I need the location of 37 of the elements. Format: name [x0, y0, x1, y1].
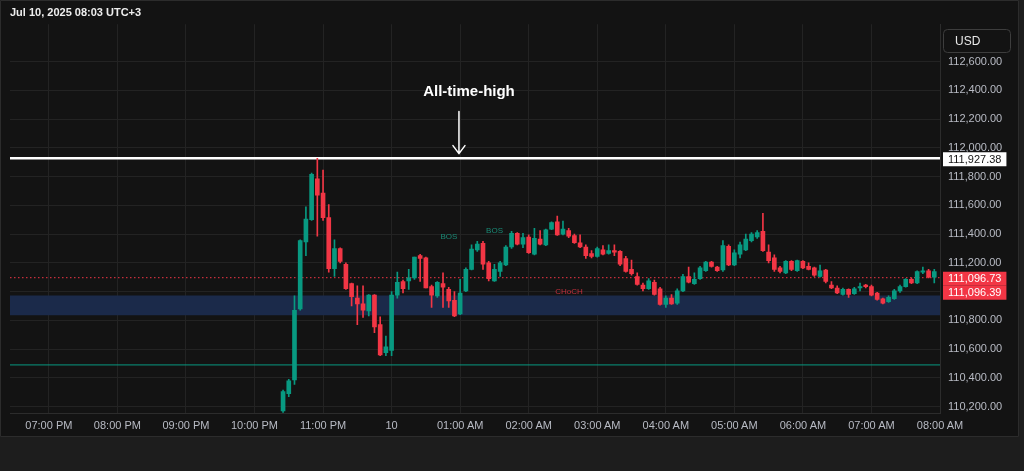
annotation: BOS: [440, 231, 458, 241]
x-tick-label: 08:00 PM: [93, 419, 141, 432]
annotation: CHoCH: [555, 286, 583, 296]
x-tick-label: 10: [385, 419, 398, 432]
annotation: All-time-high: [423, 81, 515, 99]
x-tick-label: 07:00 AM: [848, 419, 895, 432]
x-tick-label: 08:00 AM: [916, 419, 964, 432]
y-tick-label: 111,600.00: [948, 198, 1002, 211]
ref-line-label: 111,096.73: [948, 272, 1002, 285]
x-tick-label: 02:00 AM: [505, 419, 552, 432]
y-tick-label: 112,400.00: [948, 83, 1003, 96]
x-tick-label: 01:00 AM: [436, 419, 484, 432]
x-tick-label: 09:00 PM: [162, 419, 210, 432]
x-tick-label: 03:00 AM: [574, 419, 621, 432]
x-tick-label: 11:00 PM: [299, 419, 347, 432]
y-tick-label: 110,400.00: [948, 370, 1003, 383]
y-tick-label: 112,600.00: [948, 54, 1003, 67]
x-tick-label: 07:00 PM: [25, 419, 73, 432]
x-tick-label: 06:00 AM: [779, 419, 827, 432]
y-tick-label: 111,400.00: [948, 227, 1002, 240]
x-tick-label: 05:00 AM: [711, 419, 758, 432]
y-axis-title: USD: [955, 33, 981, 48]
candlestick: [406, 268, 412, 290]
y-tick-label: 110,200.00: [948, 399, 1003, 412]
chart-title: Jul 10, 2025 08:03 UTC+3: [10, 5, 142, 18]
y-tick-label: 112,200.00: [948, 112, 1003, 125]
candlestick: [440, 272, 446, 308]
text: 111,096.39: [948, 286, 1002, 299]
annotation: BOS: [486, 225, 503, 235]
x-tick-label: 10:00 PM: [230, 419, 279, 432]
y-tick-label: 112,000.00: [948, 140, 1003, 153]
ref-line-label: 111,927.38: [948, 152, 1002, 165]
y-tick-label: 111,800.00: [948, 169, 1002, 182]
y-tick-label: 110,600.00: [948, 342, 1003, 355]
y-tick-label: 111,200.00: [948, 255, 1002, 268]
y-tick-label: 110,800.00: [948, 313, 1003, 326]
x-tick-label: 04:00 AM: [642, 419, 690, 432]
